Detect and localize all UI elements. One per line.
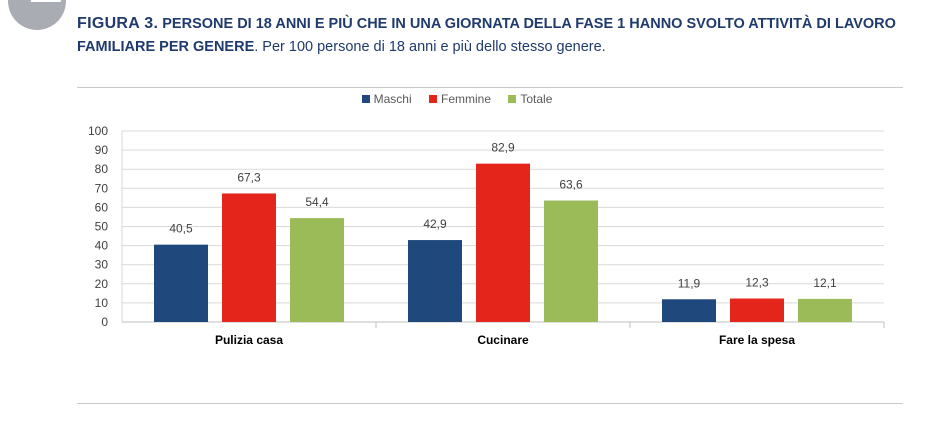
top-rule	[77, 87, 903, 88]
bar-maschi	[154, 244, 208, 322]
data-label: 63,6	[559, 178, 583, 192]
y-tick-label: 50	[95, 220, 109, 234]
legend-item-totale: Totale	[508, 92, 552, 106]
data-label: 12,1	[813, 276, 837, 290]
legend-label-maschi: Maschi	[373, 92, 412, 106]
y-tick-label: 90	[95, 143, 109, 157]
bar-totale	[544, 200, 598, 322]
y-tick-label: 40	[95, 239, 109, 253]
data-label: 11,9	[678, 276, 701, 290]
bar-femmine	[222, 193, 276, 322]
legend-swatch-maschi	[361, 95, 370, 103]
chart-legend: Maschi Femmine Totale	[0, 92, 928, 106]
data-label: 42,9	[423, 217, 447, 231]
data-label: 12,3	[745, 276, 769, 290]
category-label: Cucinare	[477, 333, 529, 347]
y-tick-label: 70	[95, 181, 109, 195]
bar-totale	[290, 218, 344, 322]
legend-swatch-totale	[508, 95, 517, 103]
bar-femmine	[730, 298, 784, 322]
bar-femmine	[476, 163, 530, 322]
y-tick-label: 60	[95, 200, 109, 214]
corner-logo	[0, 0, 70, 50]
data-label: 67,3	[237, 170, 261, 184]
figure-label: FIGURA 3.	[77, 15, 159, 32]
category-label: Fare la spesa	[719, 333, 795, 347]
category-label: Pulizia casa	[215, 333, 283, 347]
data-label: 82,9	[491, 141, 515, 155]
legend-item-femmine: Femmine	[428, 92, 491, 106]
figure-caption: FIGURA 3. PERSONE DI 18 ANNI E PIÙ CHE I…	[77, 12, 917, 59]
bar-totale	[798, 298, 852, 322]
y-tick-label: 80	[95, 162, 109, 176]
y-tick-label: 100	[88, 124, 108, 138]
y-tick-label: 20	[95, 277, 109, 291]
data-label: 54,4	[305, 195, 329, 209]
legend-label-totale: Totale	[520, 92, 553, 106]
y-tick-label: 30	[95, 258, 109, 272]
legend-item-maschi: Maschi	[361, 92, 412, 106]
data-label: 40,5	[169, 222, 193, 236]
bar-maschi	[408, 240, 462, 322]
legend-label-femmine: Femmine	[440, 92, 491, 106]
y-tick-label: 10	[95, 296, 109, 310]
figure-note: . Per 100 persone di 18 anni e più dello…	[254, 39, 606, 55]
bar-maschi	[662, 299, 716, 322]
bottom-rule	[77, 403, 903, 404]
figure-title: PERSONE DI 18 ANNI E PIÙ CHE IN UNA GIOR…	[77, 16, 896, 55]
y-tick-label: 0	[101, 315, 108, 329]
legend-swatch-femmine	[428, 95, 437, 103]
